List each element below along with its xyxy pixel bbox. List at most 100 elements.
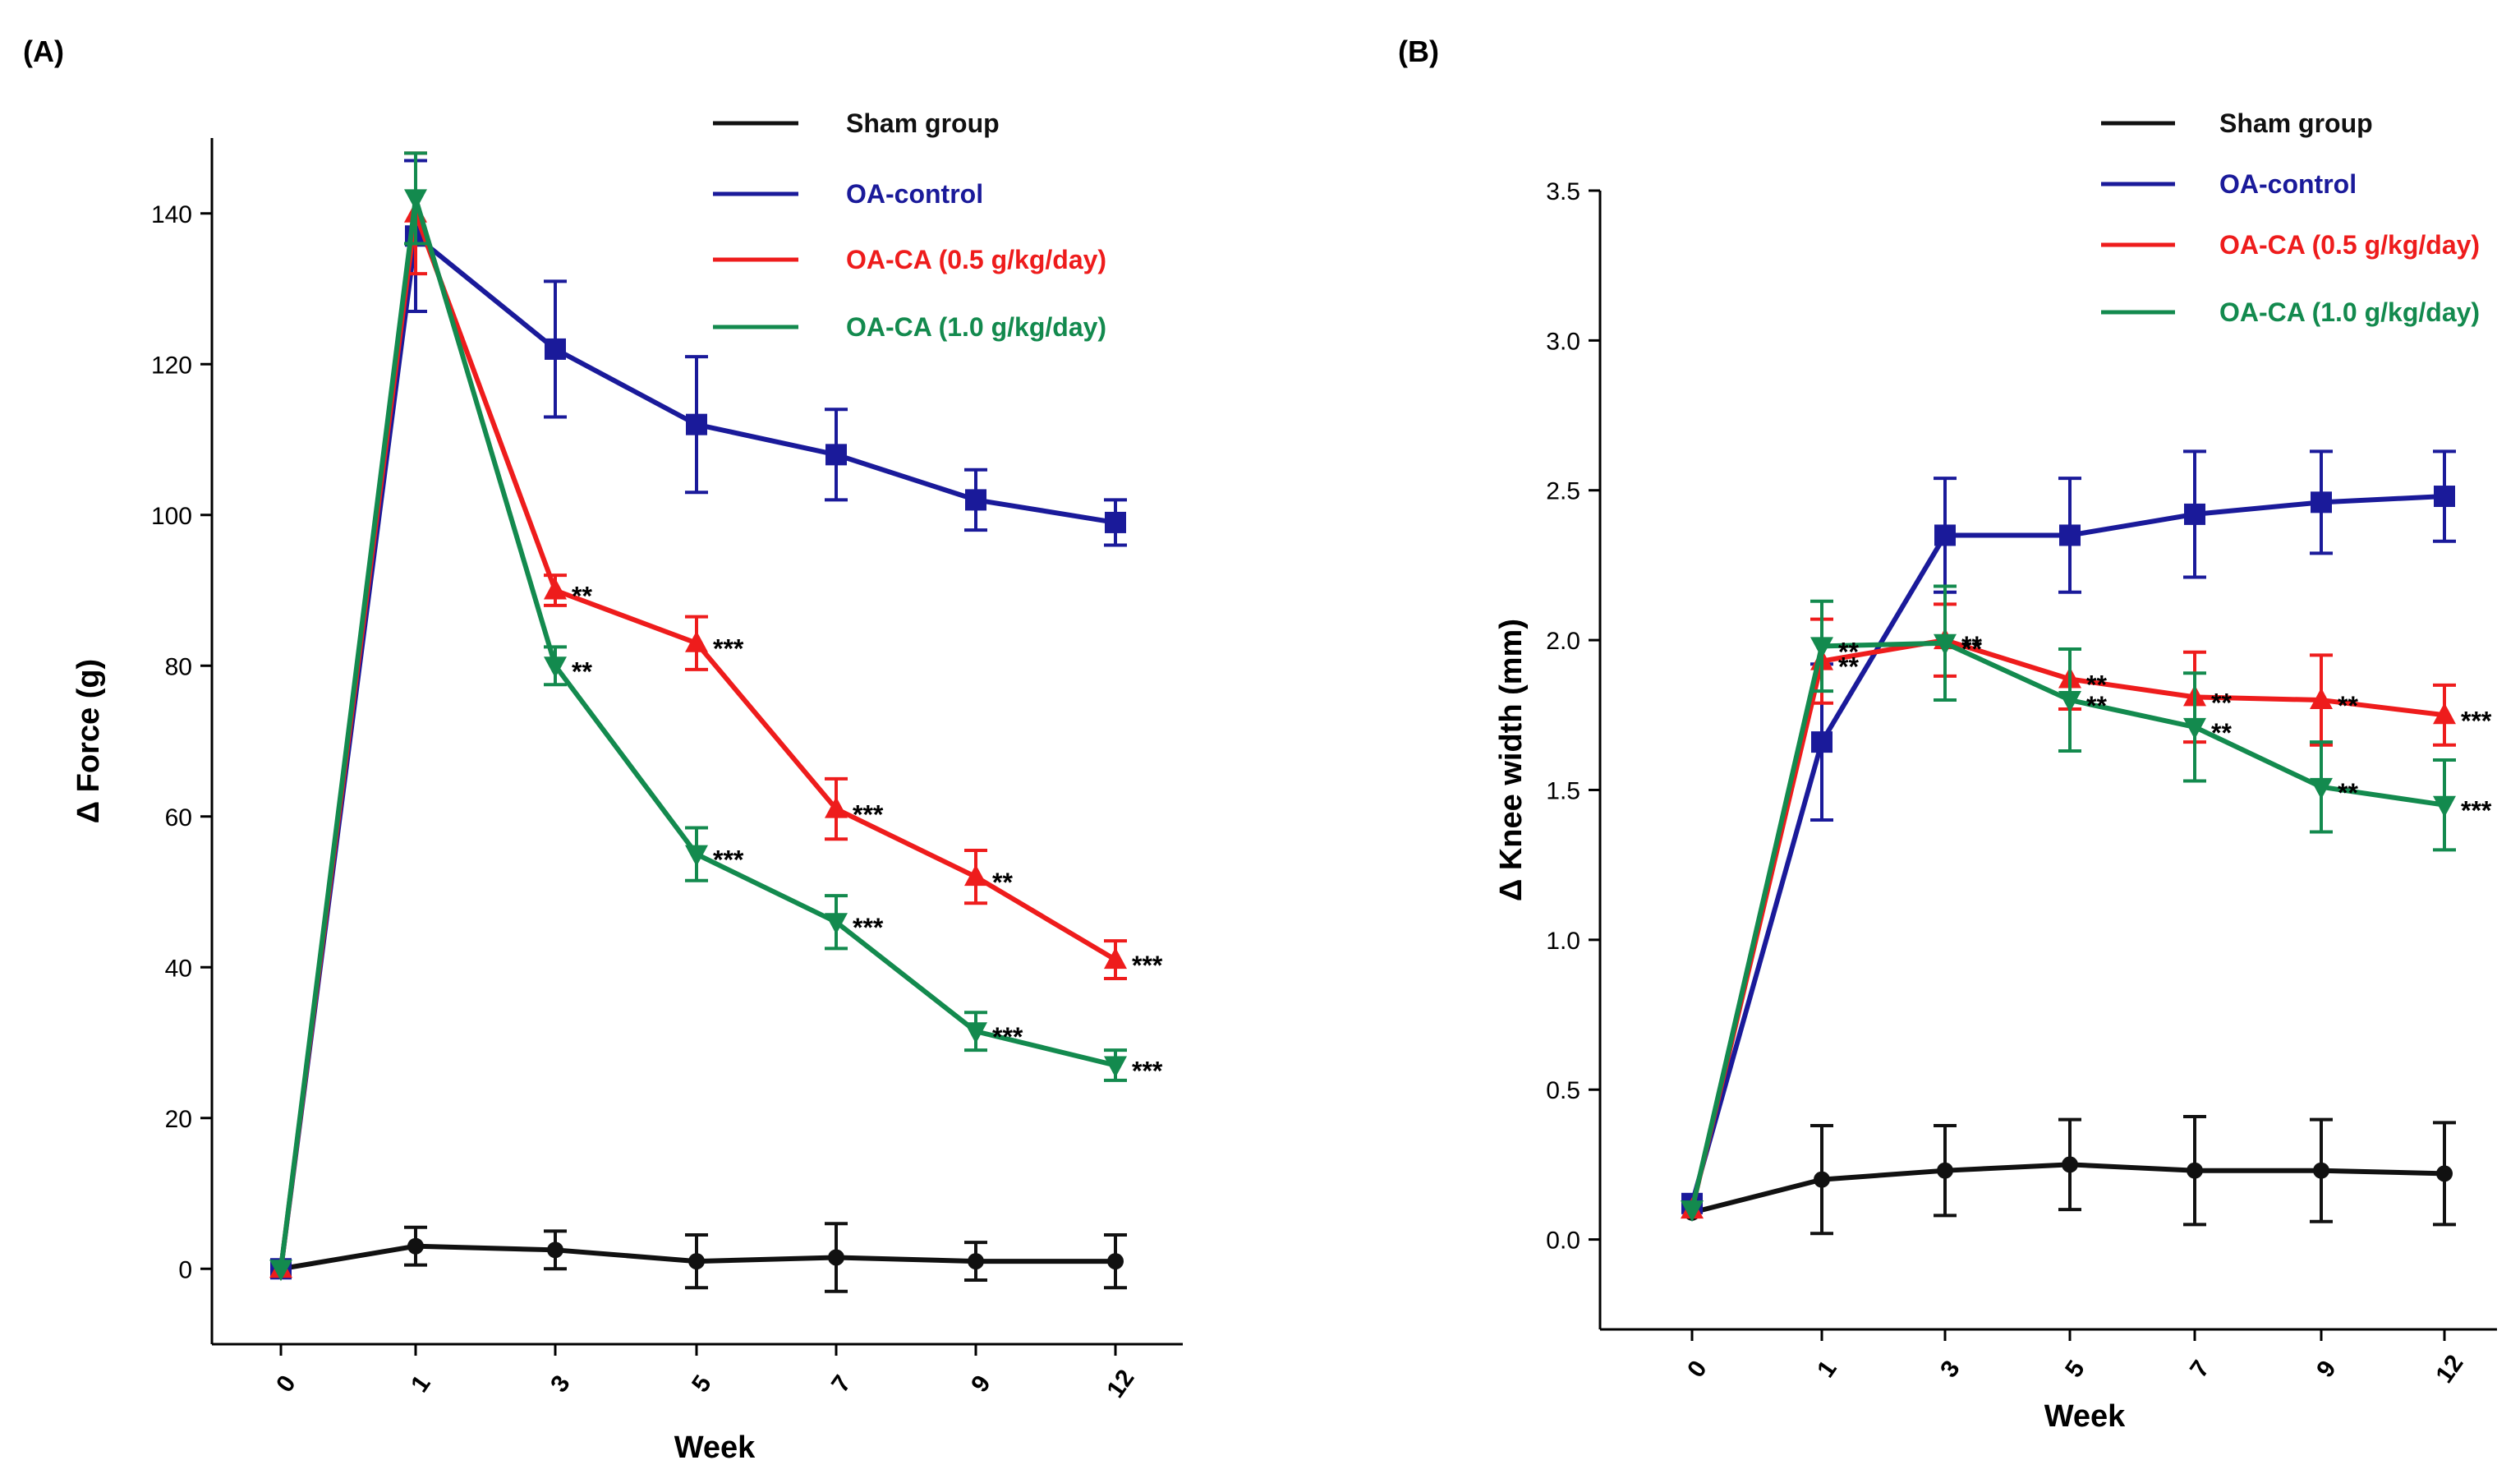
significance-label: *** (1132, 951, 1163, 980)
data-point (1934, 633, 1957, 656)
legend-label: OA-control (2219, 169, 2357, 199)
data-point (2433, 795, 2456, 818)
data-point (688, 1253, 705, 1270)
data-point (1107, 1253, 1124, 1270)
data-point (2183, 717, 2206, 739)
significance-label: ** (992, 868, 1013, 897)
data-point (1934, 524, 1956, 546)
data-point (1681, 1200, 1704, 1223)
significance-label: ** (1961, 631, 1982, 661)
data-point (547, 1241, 563, 1259)
data-point (2433, 702, 2456, 725)
x-axis-title: Week (2044, 1399, 2126, 1434)
legend-label: OA-control (846, 179, 983, 209)
legend-label: Sham group (846, 108, 1000, 138)
x-tick-label: 12 (2430, 1350, 2468, 1388)
data-point (1105, 511, 1126, 533)
data-point (2058, 691, 2081, 713)
significance-label: ** (2086, 691, 2107, 721)
data-point (2434, 486, 2455, 508)
y-tick-label: 60 (165, 804, 192, 831)
data-point (825, 444, 847, 466)
data-point (407, 1237, 424, 1255)
significance-label: *** (992, 1022, 1023, 1052)
data-point (2311, 491, 2332, 514)
data-point (968, 1253, 984, 1270)
significance-label: *** (1132, 1057, 1163, 1086)
data-point (964, 864, 987, 887)
legend-label: OA-CA (0.5 g/kg/day) (846, 245, 1106, 274)
data-point (544, 578, 567, 600)
y-tick-label: 3.0 (1546, 328, 1580, 355)
data-point (2436, 1165, 2453, 1182)
significance-label: ** (572, 656, 592, 686)
x-tick-label: 3 (1935, 1356, 1966, 1383)
significance-label: ** (2338, 691, 2358, 721)
data-point (825, 796, 848, 818)
y-tick-label: 100 (151, 503, 192, 530)
data-point (1810, 637, 1833, 659)
y-axis-title: Δ Force (g) (71, 659, 106, 823)
y-tick-label: 1.5 (1546, 777, 1580, 804)
data-point (269, 1260, 292, 1282)
y-axis-title: Δ Knee width (mm) (1494, 619, 1529, 901)
significance-label: ** (2211, 718, 2232, 748)
significance-label: ** (1838, 637, 1859, 666)
significance-label: ** (2338, 778, 2358, 808)
series-line (1690, 494, 2445, 1205)
legend-label: OA-CA (0.5 g/kg/day) (2219, 230, 2480, 260)
data-point (2059, 524, 2081, 546)
data-point (1104, 947, 1127, 970)
x-tick-label: 0 (1682, 1356, 1713, 1383)
x-tick-label: 5 (2060, 1356, 2090, 1383)
data-point (545, 338, 566, 360)
data-point (1937, 1162, 1953, 1179)
y-tick-label: 1.0 (1546, 928, 1580, 955)
y-tick-label: 140 (151, 201, 192, 228)
y-tick-label: 2.0 (1546, 628, 1580, 655)
y-tick-label: 20 (165, 1106, 192, 1133)
data-point (544, 656, 567, 679)
x-axis-title: Week (674, 1430, 756, 1465)
data-point (2062, 1156, 2078, 1173)
panel-label-a: (A) (23, 35, 64, 68)
data-point (2310, 688, 2333, 710)
data-point (404, 189, 427, 211)
data-point (965, 489, 986, 511)
x-tick-label: 7 (2185, 1356, 2215, 1383)
significance-label: ** (2211, 688, 2232, 717)
y-tick-label: 0.0 (1546, 1228, 1580, 1255)
significance-label: ** (1961, 634, 1982, 664)
y-tick-label: 2.5 (1546, 478, 1580, 505)
x-tick-label: 1 (1812, 1356, 1842, 1383)
significance-label: *** (2461, 706, 2492, 735)
data-point (825, 913, 848, 935)
y-tick-label: 0.5 (1546, 1077, 1580, 1104)
legend-label: OA-CA (1.0 g/kg/day) (846, 312, 1106, 342)
legend-label: Sham group (2219, 108, 2373, 138)
legend-label: OA-CA (1.0 g/kg/day) (2219, 297, 2480, 327)
y-tick-label: 40 (165, 955, 192, 982)
significance-label: *** (2461, 796, 2492, 826)
y-tick-label: 3.5 (1546, 178, 1580, 205)
data-point (685, 845, 708, 867)
x-tick-label: 9 (2311, 1356, 2342, 1383)
data-point (1104, 1056, 1127, 1078)
data-point (686, 413, 707, 435)
significance-label: ** (572, 582, 592, 611)
significance-label: *** (853, 800, 884, 830)
data-point (2313, 1162, 2329, 1179)
y-tick-label: 80 (165, 653, 192, 680)
significance-label: ** (2086, 670, 2107, 700)
data-point (964, 1022, 987, 1044)
y-tick-label: 0 (178, 1256, 192, 1283)
data-point (828, 1249, 844, 1266)
panel-label-b: (B) (1398, 35, 1439, 68)
data-point (685, 630, 708, 652)
data-point (2310, 777, 2333, 799)
data-point (2184, 503, 2205, 525)
significance-label: *** (853, 913, 884, 942)
data-point (1814, 1171, 1830, 1188)
